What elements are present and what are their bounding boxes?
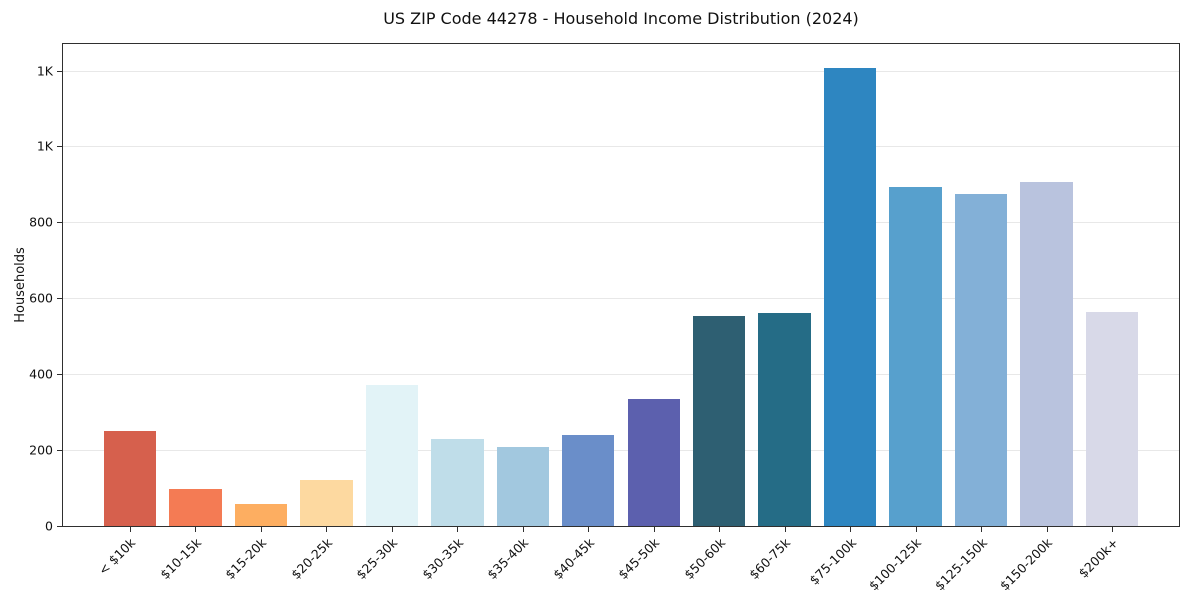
x-tick (653, 527, 655, 532)
x-tick-label: $75-100k (806, 535, 859, 588)
x-tick-label: $35-40k (484, 535, 532, 583)
x-tick (915, 527, 917, 532)
y-tick-label: 0 (45, 518, 53, 534)
y-tick-label: 400 (29, 366, 53, 382)
x-tick (850, 527, 852, 532)
x-tick-label: $150-200k (996, 535, 1056, 590)
x-tick (195, 527, 197, 532)
bar (954, 193, 1008, 526)
x-tick-label: $15-20k (222, 535, 270, 583)
gridline (63, 146, 1179, 148)
x-tick (391, 527, 393, 532)
bar (431, 439, 484, 526)
gridline (63, 70, 1179, 72)
bar (823, 67, 877, 526)
y-tick (57, 70, 63, 72)
x-tick-label: $10-15k (157, 535, 205, 583)
bar (300, 480, 353, 526)
y-tick-label: 800 (29, 214, 53, 230)
x-tick-label: $20-25k (287, 535, 335, 583)
x-tick (588, 527, 590, 532)
x-tick (719, 527, 721, 532)
x-tick (1112, 527, 1114, 532)
chart-title: US ZIP Code 44278 - Household Income Dis… (383, 9, 859, 28)
bar (234, 504, 288, 526)
gridline (63, 298, 1179, 300)
bar (1020, 181, 1073, 526)
x-tick-label: $30-35k (418, 535, 466, 583)
x-tick (260, 527, 262, 532)
x-tick-label: $100-125k (865, 535, 925, 590)
x-tick-label: $50-60k (680, 535, 728, 583)
x-tick-label: $125-150k (931, 535, 990, 590)
x-tick (981, 527, 983, 532)
bar (103, 431, 157, 526)
plot-area: 0 200 400 600 800 1K 1K < $10k $10-15k $15-20k $20… (29, 43, 1180, 590)
x-tick (784, 527, 786, 532)
y-tick-label: 1K (36, 63, 53, 79)
x-tick-label: $60-75k (746, 535, 794, 583)
y-tick-label: 200 (29, 442, 53, 458)
bar (365, 385, 419, 526)
x-tick (522, 527, 524, 532)
y-tick (57, 222, 63, 224)
x-tick (457, 527, 459, 532)
y-tick (57, 146, 63, 148)
y-tick (57, 374, 63, 376)
y-tick (57, 298, 63, 300)
bar (169, 489, 222, 526)
bar (496, 447, 549, 526)
gridline (63, 222, 1179, 224)
bar (562, 435, 615, 526)
x-tick-label: $45-50k (615, 535, 663, 583)
bar (627, 399, 680, 526)
bar (693, 316, 746, 526)
y-tick (57, 450, 63, 452)
gridline (63, 450, 1179, 452)
x-tick (326, 527, 328, 532)
x-tick-label: $200k+ (1075, 535, 1121, 581)
bar (758, 313, 811, 526)
bar (889, 187, 942, 526)
x-tick (1046, 527, 1048, 532)
x-tick-label: $25-30k (353, 535, 401, 583)
x-tick (129, 527, 131, 532)
gridline (63, 374, 1179, 376)
bar (1085, 312, 1139, 526)
y-tick-label: 600 (29, 290, 53, 306)
y-axis-label: Households (13, 247, 28, 323)
x-tick-label: $40-45k (549, 535, 597, 583)
y-tick (57, 526, 63, 527)
y-tick-label: 1K (36, 138, 53, 154)
x-tick-label: < $10k (95, 535, 139, 578)
